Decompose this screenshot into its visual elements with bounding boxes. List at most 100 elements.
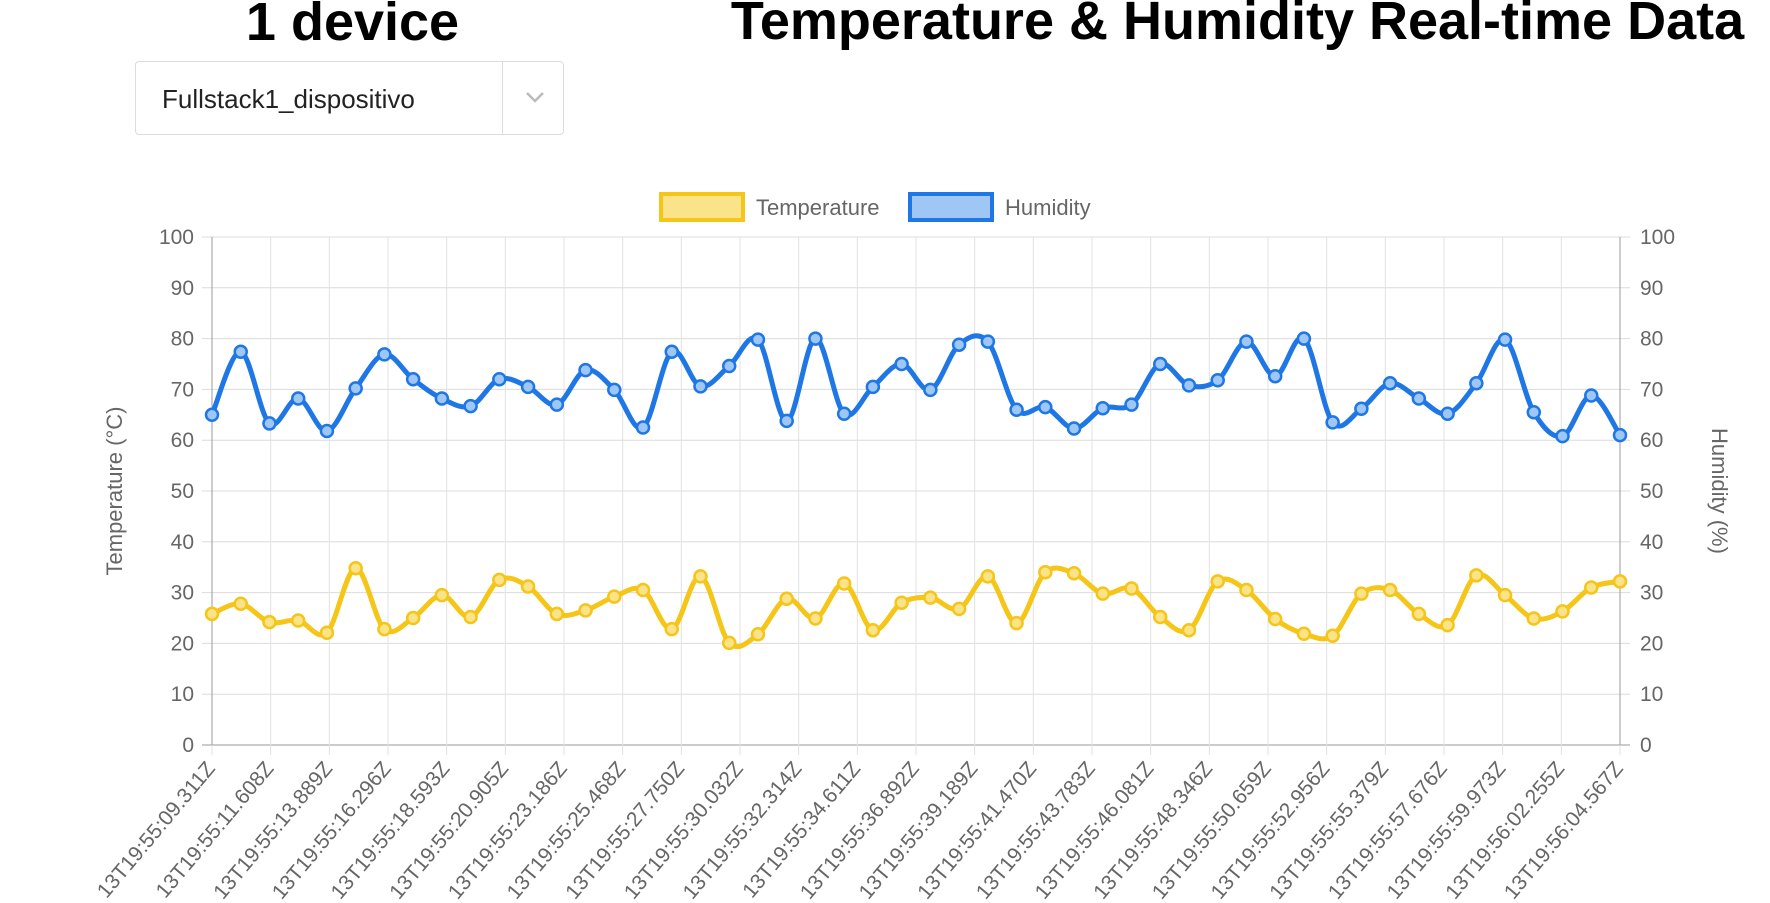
humidity-point xyxy=(865,379,881,395)
humidity-point xyxy=(980,334,996,349)
temperature-point xyxy=(1095,586,1111,601)
temperature-point xyxy=(664,621,680,637)
temperature-point xyxy=(894,595,909,611)
humidity-point xyxy=(836,406,852,422)
temperature-point xyxy=(980,569,996,584)
humidity-point xyxy=(951,337,967,352)
humidity-point xyxy=(1095,400,1111,416)
humidity-point xyxy=(1124,397,1139,412)
temperature-point xyxy=(463,609,478,625)
y-tick-label: 30 xyxy=(171,582,194,605)
humidity-point xyxy=(1411,391,1427,406)
temperature-point xyxy=(779,591,794,606)
temperature-point xyxy=(348,560,363,576)
temperature-point xyxy=(1584,580,1599,595)
humidity-point xyxy=(1296,331,1312,346)
temperature-legend-swatch xyxy=(659,192,745,222)
humidity-legend-swatch xyxy=(908,192,994,222)
temperature-point xyxy=(1066,566,1082,581)
chevron-down-icon[interactable] xyxy=(522,84,548,110)
temperature-point xyxy=(319,625,335,640)
humidity-point xyxy=(578,362,593,378)
y2-tick-label: 90 xyxy=(1640,277,1663,300)
humidity-point xyxy=(434,391,450,406)
humidity-point xyxy=(923,382,938,398)
temperature-point xyxy=(1497,587,1513,603)
temperature-point xyxy=(1469,568,1484,583)
temperature-point xyxy=(693,569,708,584)
temperature-point xyxy=(1325,628,1340,644)
page-title: Temperature & Humidity Real-time Data xyxy=(730,0,1745,51)
humidity-point xyxy=(1584,388,1599,403)
y2-tick-label: 60 xyxy=(1640,429,1663,452)
temperature-point xyxy=(1440,617,1455,633)
device-select[interactable]: Fullstack1_dispositivo xyxy=(135,61,564,135)
humidity-point xyxy=(262,416,277,431)
humidity-legend-label: Humidity xyxy=(1005,195,1091,220)
humidity-point xyxy=(1325,415,1340,430)
temperature-point xyxy=(1267,611,1283,627)
temperature-point xyxy=(434,587,450,603)
humidity-point xyxy=(319,423,335,439)
humidity-point xyxy=(405,371,421,387)
temperature-point xyxy=(808,611,823,626)
humidity-point xyxy=(1038,399,1053,415)
y2-tick-label: 70 xyxy=(1640,378,1663,401)
temperature-point xyxy=(1296,626,1312,641)
y2-tick-label: 40 xyxy=(1640,531,1663,554)
humidity-point xyxy=(290,391,306,406)
y2-tick-label: 0 xyxy=(1640,734,1652,757)
temperature-point xyxy=(377,621,392,637)
humidity-point xyxy=(1469,376,1484,391)
humidity-point xyxy=(1009,402,1024,417)
y2-tick-label: 30 xyxy=(1640,582,1663,605)
temperature-point xyxy=(1555,604,1570,619)
temperature-point xyxy=(836,576,852,591)
y-tick-label: 10 xyxy=(171,683,194,706)
temperature-point xyxy=(204,606,220,622)
humidity-point xyxy=(1239,334,1254,349)
temperature-point xyxy=(923,590,938,605)
y-tick-label: 50 xyxy=(171,480,194,503)
humidity-point xyxy=(549,397,565,412)
y-tick-label: 60 xyxy=(171,429,194,452)
y-tick-label: 40 xyxy=(171,531,194,554)
y-tick-label: 70 xyxy=(171,378,194,401)
select-separator xyxy=(502,62,503,134)
temperature-point xyxy=(1124,581,1139,596)
humidity-point xyxy=(348,381,363,396)
temperature-point xyxy=(1210,574,1225,589)
y-tick-label: 20 xyxy=(171,632,194,655)
humidity-point xyxy=(1526,405,1542,420)
humidity-point xyxy=(1497,332,1513,347)
temperature-point xyxy=(1239,582,1254,598)
temperature-point xyxy=(635,582,651,598)
humidity-point xyxy=(1382,376,1398,391)
humidity-point xyxy=(808,331,823,346)
temperature-point xyxy=(1009,615,1024,631)
humidity-point xyxy=(463,398,478,414)
device-count-title: 1 device xyxy=(245,0,460,52)
humidity-point xyxy=(520,379,536,395)
humidity-point xyxy=(721,358,737,374)
humidity-point xyxy=(1066,421,1082,436)
y2-tick-label: 50 xyxy=(1640,480,1663,503)
humidity-point xyxy=(1210,373,1225,388)
y2-tick-label: 80 xyxy=(1640,328,1663,351)
temperature-point xyxy=(750,627,766,642)
y-tick-label: 0 xyxy=(182,734,194,757)
humidity-point xyxy=(1440,406,1455,422)
y-axis-title: Temperature (°C) xyxy=(102,407,127,576)
temperature-point xyxy=(520,579,536,594)
humidity-point xyxy=(1612,427,1628,443)
y2-tick-label: 100 xyxy=(1640,226,1675,249)
y-tick-label: 90 xyxy=(171,277,194,300)
humidity-point xyxy=(492,371,507,387)
temperature-point xyxy=(290,613,306,628)
temperature-point xyxy=(721,635,737,651)
y2-tick-label: 10 xyxy=(1640,683,1663,706)
humidity-point xyxy=(779,413,794,429)
temperature-point xyxy=(1526,611,1542,626)
temperature-point xyxy=(1354,586,1369,601)
humidity-point xyxy=(233,344,248,360)
